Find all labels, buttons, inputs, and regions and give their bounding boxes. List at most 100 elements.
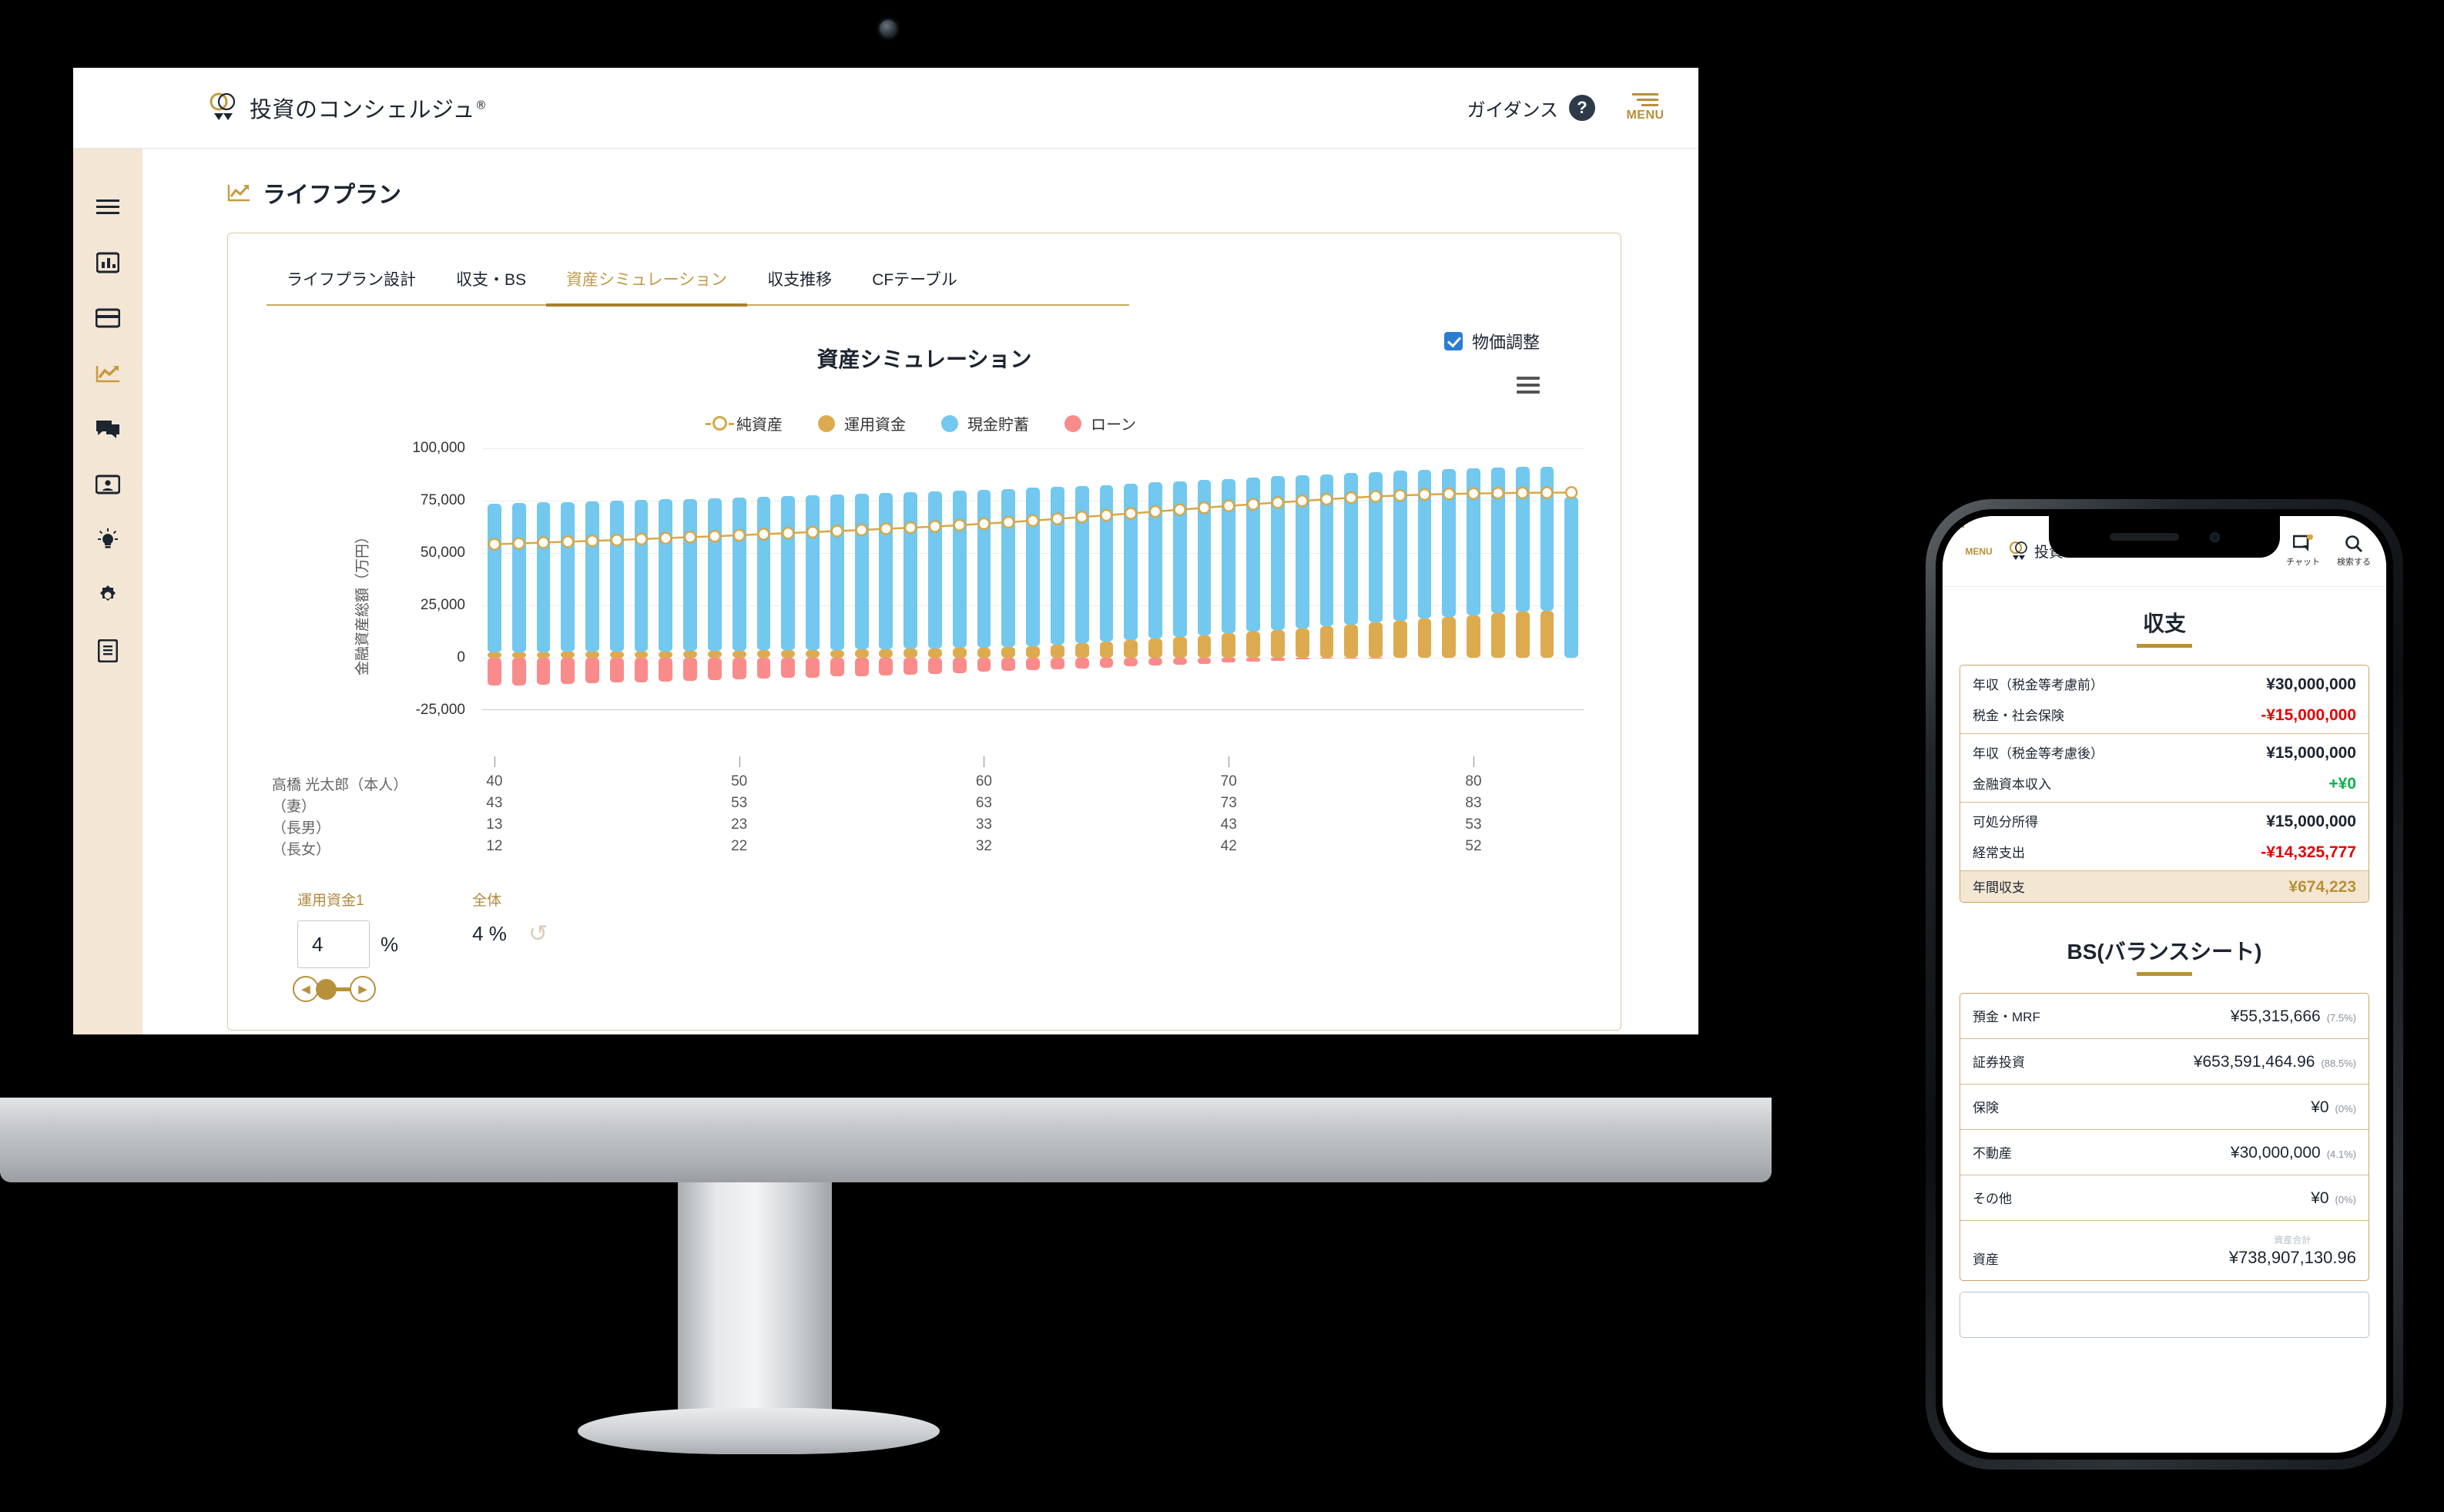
- bar-group[interactable]: [702, 448, 727, 709]
- bar-group[interactable]: [825, 448, 850, 709]
- bar-group[interactable]: [507, 448, 531, 709]
- bar-group[interactable]: [1216, 448, 1241, 709]
- bar-group[interactable]: [923, 448, 947, 709]
- phone-chat-button[interactable]: チャット: [2286, 535, 2320, 568]
- fund1-percent-input[interactable]: [297, 920, 370, 968]
- x-tick-label: 32: [975, 838, 993, 854]
- guidance-button[interactable]: ガイダンス ?: [1467, 95, 1595, 122]
- bar-group[interactable]: [678, 448, 702, 709]
- bar-group[interactable]: [1095, 448, 1119, 709]
- x-tick-label: 42: [1220, 838, 1237, 854]
- bar-group[interactable]: [1535, 448, 1560, 709]
- checkbox-checked-icon[interactable]: [1443, 332, 1463, 350]
- bar-segment-loan: [511, 658, 526, 686]
- bar-group[interactable]: [1559, 448, 1584, 709]
- chart-menu-icon[interactable]: [1517, 377, 1540, 394]
- bar-group[interactable]: [1021, 448, 1045, 709]
- menu-button[interactable]: MENU: [1617, 93, 1674, 122]
- bar-group[interactable]: [1388, 448, 1413, 709]
- bar-group[interactable]: [1241, 448, 1266, 709]
- bar-group[interactable]: [605, 448, 629, 709]
- bar-group[interactable]: [1192, 448, 1217, 709]
- bar-group[interactable]: [1070, 448, 1095, 709]
- bar-group[interactable]: [1315, 448, 1339, 709]
- price-adjust-checkbox[interactable]: 物価調整: [1443, 329, 1540, 354]
- slider-decrement-icon[interactable]: ◀: [293, 976, 319, 1002]
- bar-group[interactable]: [1168, 448, 1192, 709]
- bar-group[interactable]: [1118, 448, 1143, 709]
- bar-group[interactable]: [1266, 448, 1290, 709]
- gear-icon: [100, 585, 116, 601]
- sidebar-item-assets[interactable]: [73, 290, 142, 346]
- bar-group[interactable]: [531, 448, 556, 709]
- fund1-slider[interactable]: ◀ ▶: [293, 976, 376, 1002]
- brand-logo[interactable]: 投資のコンシェルジュ®: [208, 92, 487, 124]
- bar-group[interactable]: [580, 448, 605, 709]
- income-row: 税金・社会保険 -¥15,000,000: [1960, 699, 2369, 730]
- legend-item-cash-savings[interactable]: 現金貯蓄: [941, 412, 1029, 434]
- income-value: -¥15,000,000: [2261, 706, 2356, 724]
- bar-group[interactable]: [874, 448, 899, 709]
- sidebar-item-chat[interactable]: [73, 401, 142, 457]
- x-axis-rows: 高橋 光太郎（本人） 40 50 60 70 80 （妻） 43 53 63 73 83 （長男） 13 2…: [272, 773, 1584, 860]
- legend-item-investment-funds[interactable]: 運用資金: [818, 412, 906, 434]
- sidebar-item-hamburger[interactable]: [73, 179, 142, 235]
- sidebar-item-settings[interactable]: [73, 568, 142, 623]
- sidebar-item-ideas[interactable]: [73, 512, 142, 568]
- bar-group[interactable]: [898, 448, 923, 709]
- bar-group[interactable]: [629, 448, 654, 709]
- bar-segment-loan: [561, 658, 575, 684]
- bar-group[interactable]: [555, 448, 580, 709]
- x-axis-row: 高橋 光太郎（本人） 40 50 60 70 80: [272, 773, 1584, 795]
- tab-income-bs[interactable]: 収支・BS: [456, 271, 527, 289]
- bar-group[interactable]: [850, 448, 874, 709]
- bar-group[interactable]: [653, 448, 678, 709]
- bar-group[interactable]: [1363, 448, 1388, 709]
- bar-segment-cash: [1124, 483, 1138, 641]
- bar-group[interactable]: [1461, 448, 1486, 709]
- tab-lifeplan-design[interactable]: ライフプラン設計: [287, 271, 416, 289]
- sidebar-item-dashboard[interactable]: [73, 235, 142, 290]
- tab-cf-table[interactable]: CFテーブル: [872, 271, 957, 289]
- x-axis: 高橋 光太郎（本人） 40 50 60 70 80 （妻） 43 53 63 73 83 （長男） 13 2…: [272, 756, 1584, 860]
- bar-segment-investment: [634, 651, 649, 658]
- sidebar-item-documents[interactable]: [73, 623, 142, 679]
- legend-label: 現金貯蓄: [967, 417, 1029, 434]
- bar-group[interactable]: [1339, 448, 1363, 709]
- bar-group[interactable]: [1290, 448, 1315, 709]
- bar-group[interactable]: [947, 448, 972, 709]
- bar-group[interactable]: [1486, 448, 1510, 709]
- bs-value: ¥55,315,666: [2230, 1007, 2321, 1025]
- help-icon[interactable]: ?: [1569, 95, 1595, 121]
- tab-income-trend[interactable]: 収支推移: [767, 271, 833, 289]
- tab-bar: ライフプラン設計 収支・BS 資産シミュレーション 収支推移 CFテーブル: [267, 263, 1129, 307]
- bar-group[interactable]: [727, 448, 752, 709]
- bs-row: 証券投資 ¥653,591,464.96 (88.5%): [1960, 1038, 2369, 1084]
- bar-segment-cash: [1467, 468, 1481, 615]
- legend-item-loan[interactable]: ローン: [1064, 412, 1136, 434]
- tab-asset-simulation[interactable]: 資産シミュレーション: [546, 263, 748, 307]
- phone-search-button[interactable]: 検索する: [2337, 535, 2371, 568]
- bar-group[interactable]: [776, 448, 800, 709]
- bar-group[interactable]: [996, 448, 1021, 709]
- bar-segment-cash: [904, 492, 918, 649]
- bar-group[interactable]: [482, 448, 507, 709]
- sidebar-item-profile[interactable]: [73, 457, 142, 512]
- slider-increment-icon[interactable]: ▶: [350, 976, 376, 1002]
- bar-group[interactable]: [1045, 448, 1070, 709]
- bar-group[interactable]: [1413, 448, 1437, 709]
- bs-value: ¥653,591,464.96: [2193, 1053, 2315, 1071]
- phone-menu-button[interactable]: MENU: [1943, 516, 2000, 557]
- legend-item-net-assets[interactable]: 純資産: [706, 412, 783, 434]
- bar-group[interactable]: [800, 448, 825, 709]
- undo-icon[interactable]: ↺: [528, 921, 548, 947]
- bar-group[interactable]: [1437, 448, 1461, 709]
- bar-group[interactable]: [752, 448, 776, 709]
- bar-segment-cash: [683, 498, 698, 652]
- sidebar-item-lifeplan[interactable]: [73, 346, 142, 401]
- bar-group[interactable]: [972, 448, 997, 709]
- bar-group[interactable]: [1510, 448, 1535, 709]
- bar-segment-cash: [952, 491, 967, 649]
- slider-knob[interactable]: [316, 979, 337, 1000]
- bar-group[interactable]: [1143, 448, 1168, 709]
